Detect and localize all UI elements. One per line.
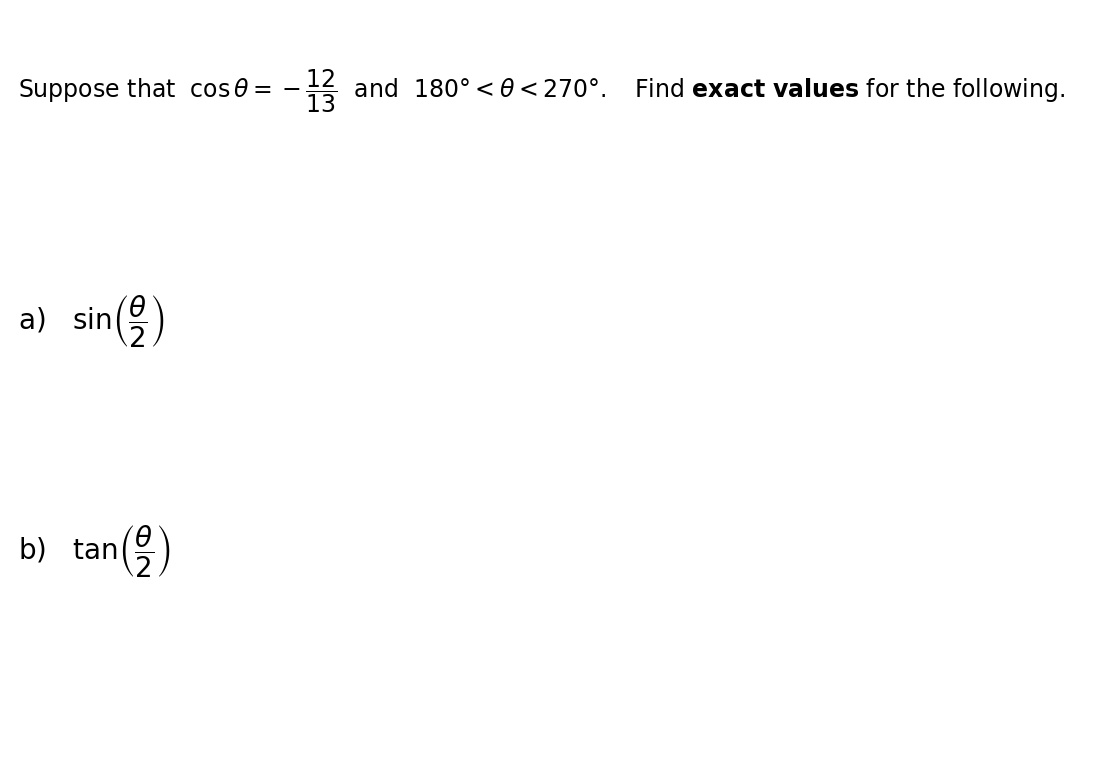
Text: a)   $\sin\!\left(\dfrac{\theta}{2}\right)$: a) $\sin\!\left(\dfrac{\theta}{2}\right)… bbox=[18, 293, 164, 350]
Text: Suppose that  $\cos\theta = -\dfrac{12}{13}$  and  $180°<\theta<270°.$   Find $\: Suppose that $\cos\theta = -\dfrac{12}{1… bbox=[18, 68, 1065, 116]
Text: b)   $\tan\!\left(\dfrac{\theta}{2}\right)$: b) $\tan\!\left(\dfrac{\theta}{2}\right)… bbox=[18, 522, 171, 579]
